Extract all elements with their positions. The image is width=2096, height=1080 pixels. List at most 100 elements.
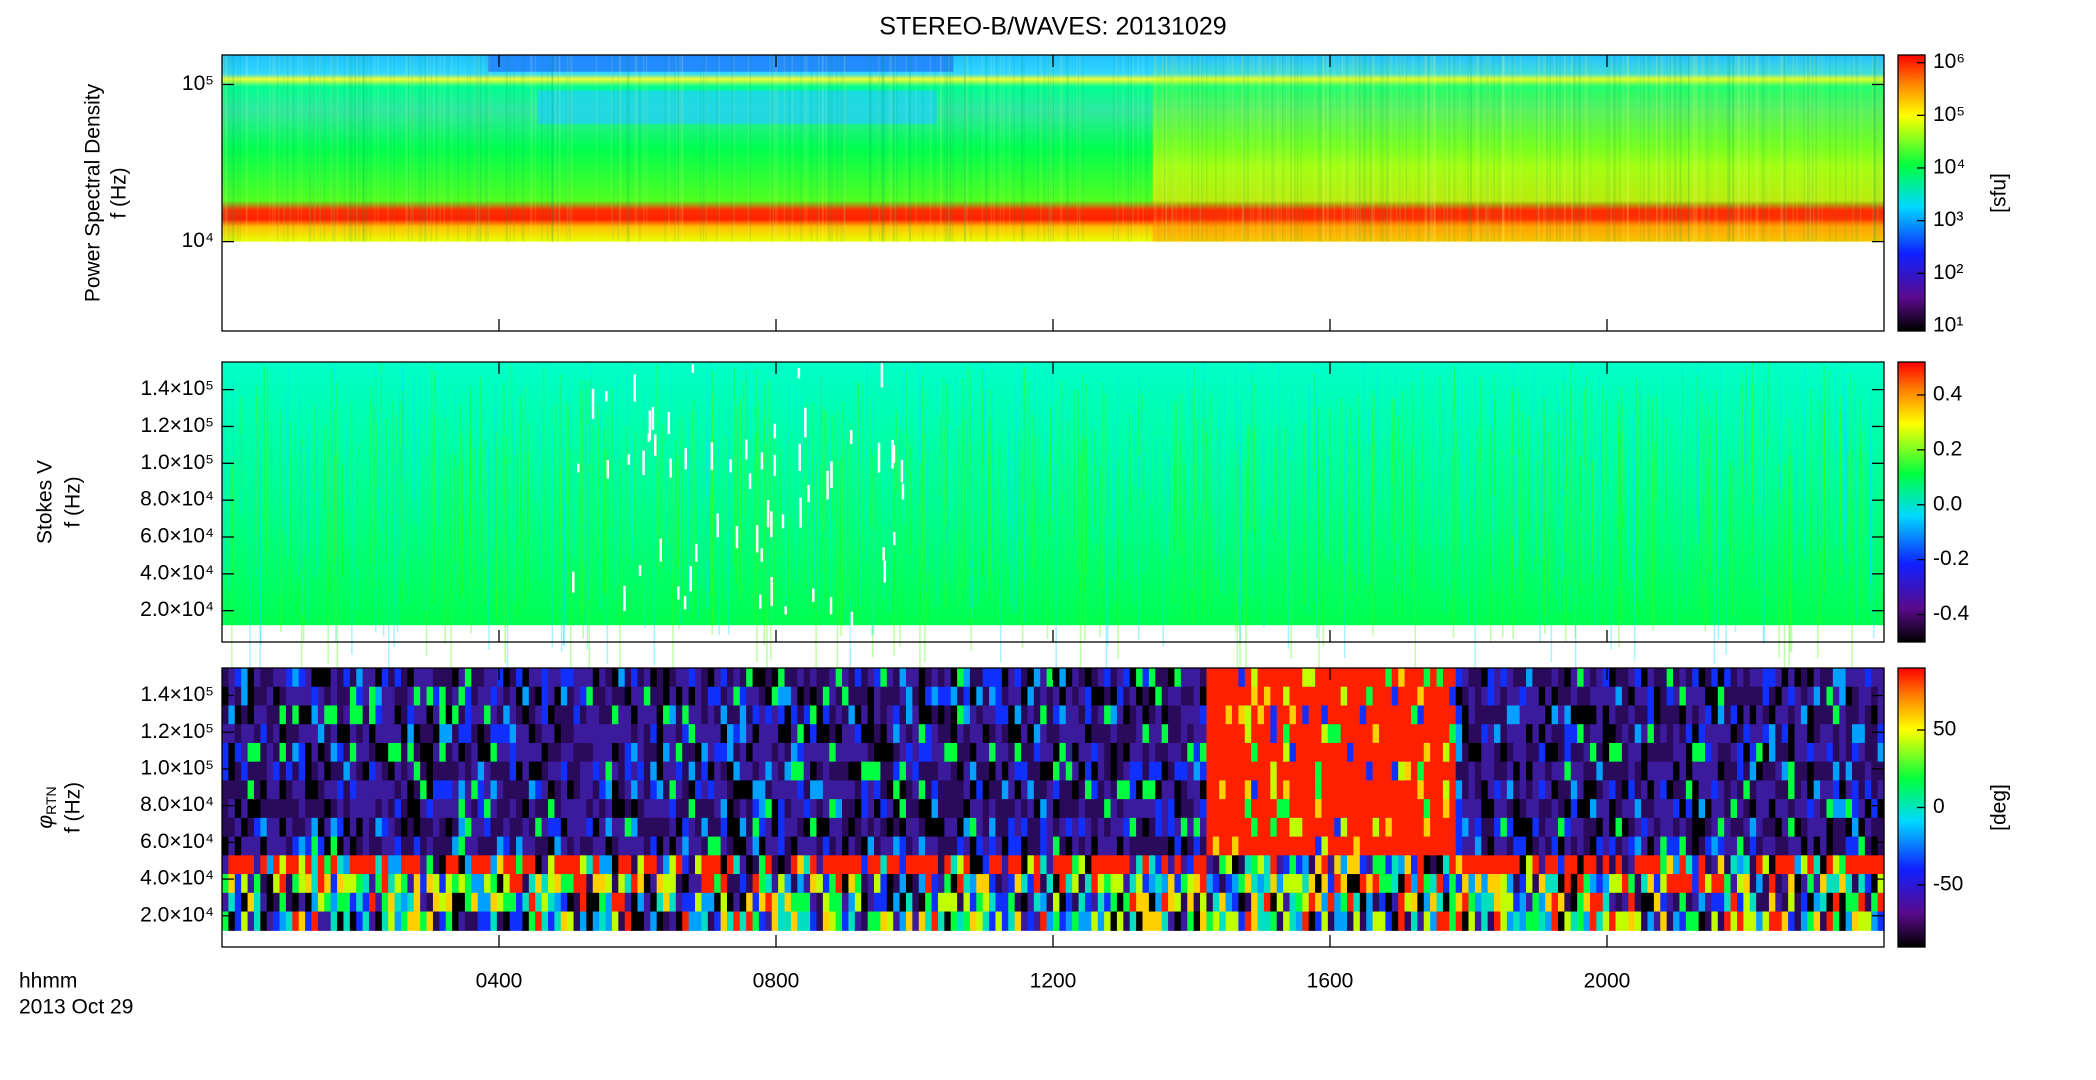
spectrum-stripe	[557, 55, 560, 242]
spectrum-stripe	[678, 454, 680, 568]
spectrum-stripe	[969, 465, 971, 609]
spectrum-cell	[1155, 686, 1163, 707]
spectrum-cell	[1379, 799, 1386, 819]
spectrum-gap	[591, 388, 595, 419]
spectrum-stripe	[1316, 416, 1318, 639]
spectrum-cell	[771, 686, 779, 707]
spectrum-cell	[400, 686, 408, 707]
spectrum-cell	[611, 761, 619, 781]
spectrum-cell	[695, 761, 703, 781]
spectrum-cell	[452, 668, 460, 688]
spectrum-stripe	[1680, 55, 1682, 242]
spectrum-cell	[1749, 668, 1757, 688]
spectrum-cell	[1820, 780, 1828, 800]
spectrum-cell	[695, 836, 703, 856]
spectrum-stripe	[1701, 55, 1703, 242]
spectrum-stripe	[1389, 55, 1392, 242]
spectrum-cell	[1820, 668, 1828, 688]
spectrum-cell	[1781, 911, 1789, 931]
spectrum-cell	[317, 761, 325, 781]
spectrum-cell	[1430, 724, 1438, 744]
spectrum-cell	[1724, 686, 1732, 707]
spectrum-cell	[1647, 855, 1655, 875]
spectrum-cell	[1423, 705, 1431, 725]
spectrum-stripe	[393, 55, 396, 242]
spectrum-gap	[623, 585, 626, 612]
spectrum-cell	[1743, 705, 1751, 725]
spectrum-cell	[1673, 780, 1681, 800]
spectrum-stripe	[1843, 386, 1845, 544]
spectrum-cell	[592, 705, 600, 725]
spectrum-cell	[1327, 817, 1335, 838]
spectrum-cell	[560, 874, 568, 894]
spectrum-cell	[1001, 817, 1009, 838]
spectrum-cell	[925, 686, 933, 707]
spectrum-cell	[260, 855, 268, 875]
spectrum-stripe	[1393, 397, 1396, 618]
spectrum-stripe	[300, 55, 303, 242]
spectrum-cell	[1193, 911, 1201, 931]
spectrum-cell	[1251, 686, 1259, 707]
spectrum-cell	[445, 874, 453, 894]
spectrum-cell	[305, 874, 313, 894]
spectrum-stripe	[1032, 414, 1034, 569]
spectrum-cell	[356, 780, 364, 800]
spectrum-cell	[1123, 761, 1131, 781]
spectrum-cell	[420, 799, 428, 819]
spectrum-cell	[675, 855, 683, 875]
spectrum-cell	[1526, 780, 1534, 800]
spectrum-cell	[1532, 705, 1540, 725]
spectrum-cell	[1366, 668, 1374, 688]
spectrum-cell	[1570, 855, 1578, 875]
spectrum-cell	[1238, 780, 1246, 800]
colorbar-tick-label: 10³	[1933, 208, 1963, 231]
spectrum-cell	[803, 668, 811, 688]
spectrum-cell	[1008, 855, 1016, 875]
spectrum-cell	[477, 799, 485, 819]
spectrum-cell	[1768, 668, 1776, 688]
spectrum-stripe	[1061, 395, 1064, 495]
spectrum-cell	[1864, 836, 1872, 856]
spectrum-stripe	[1584, 55, 1586, 242]
spectrum-stripe	[705, 370, 708, 496]
spectrum-cell	[1327, 855, 1335, 875]
spectrum-cell	[1660, 668, 1668, 688]
spectrum-cell	[484, 668, 492, 688]
spectrum-cell	[471, 892, 479, 913]
spectrum-cell	[1276, 686, 1284, 707]
spectrum-stripe	[1826, 402, 1829, 569]
spectrum-cell	[1193, 742, 1201, 763]
spectrum-cell	[266, 911, 274, 931]
spectrum-cell	[273, 742, 281, 763]
spectrum-stripe	[1432, 418, 1434, 590]
spectrum-cell	[1014, 855, 1022, 875]
spectrum-cell	[1353, 668, 1361, 688]
spectrum-cell	[1698, 761, 1706, 781]
spectrum-stripe	[816, 55, 819, 242]
spectrum-stripe	[1570, 363, 1572, 589]
spectrum-cell	[1225, 705, 1233, 725]
spectrum-stripe	[430, 55, 432, 242]
spectrum-stripe	[487, 423, 489, 606]
spectrum-cell	[1557, 892, 1565, 913]
spectrum-stripe	[1565, 408, 1567, 490]
spectrum-stripe	[1257, 55, 1259, 242]
spectrum-cell	[1084, 855, 1092, 875]
spectrum-cell	[1551, 799, 1559, 819]
spectrum-cell	[1564, 799, 1572, 819]
spectrum-cell	[752, 855, 760, 875]
spectrum-cell	[861, 855, 869, 875]
spectrum-cell	[381, 817, 389, 838]
spectrum-cell	[1538, 836, 1546, 856]
spectrum-stripe	[433, 55, 435, 242]
spectrum-cell	[682, 668, 690, 688]
spectrum-cell	[669, 761, 677, 781]
spectrum-cell	[228, 855, 236, 875]
spectrum-cell	[1417, 874, 1425, 894]
spectrum-cell	[1474, 780, 1482, 800]
spectrum-cell	[1551, 761, 1559, 781]
spectrum-cell	[1225, 686, 1233, 707]
spectrum-cell	[554, 705, 562, 725]
spectrum-cell	[317, 836, 325, 856]
spectrum-cell	[1526, 799, 1534, 819]
